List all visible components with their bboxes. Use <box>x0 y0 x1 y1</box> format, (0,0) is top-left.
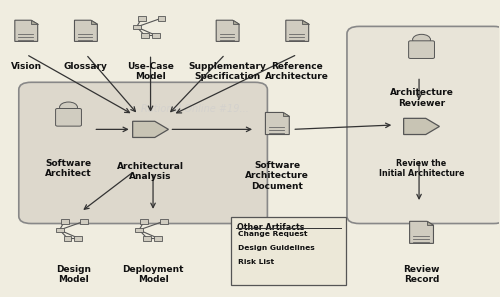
Text: Review
Record: Review Record <box>404 265 440 284</box>
FancyBboxPatch shape <box>56 228 64 232</box>
Polygon shape <box>266 113 289 135</box>
FancyBboxPatch shape <box>154 236 162 241</box>
Polygon shape <box>404 118 440 135</box>
Polygon shape <box>286 20 308 41</box>
Polygon shape <box>132 121 168 138</box>
Polygon shape <box>302 20 308 24</box>
FancyBboxPatch shape <box>64 236 72 241</box>
FancyBboxPatch shape <box>231 217 346 285</box>
Text: Vision: Vision <box>10 62 42 71</box>
FancyBboxPatch shape <box>158 16 166 20</box>
Text: Architectural
Analysis: Architectural Analysis <box>117 162 184 181</box>
Text: Review the
Initial Architecture: Review the Initial Architecture <box>379 159 464 178</box>
Polygon shape <box>15 20 38 41</box>
FancyBboxPatch shape <box>19 82 268 224</box>
FancyBboxPatch shape <box>160 219 168 224</box>
Polygon shape <box>427 221 434 225</box>
FancyBboxPatch shape <box>408 41 434 59</box>
Text: Use-Case
Model: Use-Case Model <box>127 62 174 81</box>
Text: Deployment
Model: Deployment Model <box>122 265 184 284</box>
Circle shape <box>412 34 430 45</box>
Polygon shape <box>410 221 434 243</box>
Circle shape <box>60 102 78 113</box>
Text: Rational Online #19...: Rational Online #19... <box>142 104 249 114</box>
FancyBboxPatch shape <box>138 16 145 20</box>
Polygon shape <box>232 20 239 24</box>
Polygon shape <box>91 20 98 24</box>
FancyBboxPatch shape <box>135 228 143 232</box>
FancyBboxPatch shape <box>143 236 151 241</box>
FancyBboxPatch shape <box>74 236 82 241</box>
Text: Supplementary
Specification: Supplementary Specification <box>188 62 266 81</box>
Polygon shape <box>31 20 38 24</box>
FancyBboxPatch shape <box>152 33 160 38</box>
FancyBboxPatch shape <box>56 108 82 126</box>
Text: Change Request: Change Request <box>238 231 307 237</box>
Text: Architecture
Reviewer: Architecture Reviewer <box>390 88 454 108</box>
Text: Glossary: Glossary <box>64 62 108 71</box>
FancyBboxPatch shape <box>132 25 140 29</box>
Polygon shape <box>283 113 290 116</box>
FancyBboxPatch shape <box>60 219 68 224</box>
Text: Risk List: Risk List <box>238 259 274 266</box>
Text: Design Guidelines: Design Guidelines <box>238 245 314 251</box>
Polygon shape <box>216 20 239 41</box>
Polygon shape <box>74 20 98 41</box>
Text: Software
Architect: Software Architect <box>45 159 92 178</box>
FancyBboxPatch shape <box>140 33 148 38</box>
Text: Software
Architecture
Document: Software Architecture Document <box>246 161 310 191</box>
FancyBboxPatch shape <box>347 26 500 224</box>
FancyBboxPatch shape <box>80 219 88 224</box>
Text: Reference
Architecture: Reference Architecture <box>266 62 329 81</box>
Text: Design
Model: Design Model <box>56 265 91 284</box>
FancyBboxPatch shape <box>140 219 148 224</box>
Text: Other Artifacts: Other Artifacts <box>236 223 304 232</box>
